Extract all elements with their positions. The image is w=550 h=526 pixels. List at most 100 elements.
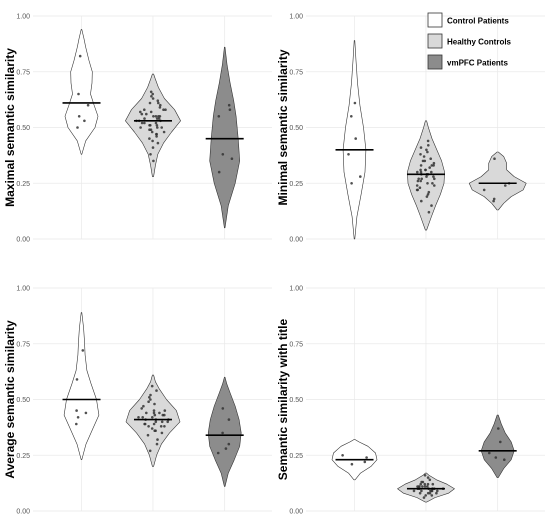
data-point [156, 438, 159, 441]
data-point [152, 159, 155, 163]
data-point [412, 489, 416, 493]
data-point [153, 402, 156, 406]
data-point [75, 378, 79, 381]
legend-label-vmpfc-patients: vmPFC Patients [447, 59, 508, 68]
y-tick-label: 0.25 [289, 453, 303, 460]
data-point [431, 182, 434, 185]
data-point [427, 210, 431, 214]
data-point [424, 494, 428, 497]
y-tick-label: 0.75 [16, 69, 30, 76]
data-point [417, 485, 421, 488]
data-point [350, 115, 353, 118]
y-tick-label: 0.50 [16, 397, 30, 404]
data-point [151, 139, 154, 143]
data-point [419, 164, 423, 167]
data-point [417, 177, 421, 181]
data-point [416, 170, 419, 174]
data-point [359, 175, 362, 178]
data-point [81, 349, 85, 352]
data-point [78, 54, 82, 58]
data-point [419, 170, 423, 174]
data-point [429, 157, 433, 160]
data-point [425, 175, 428, 178]
data-point [426, 193, 430, 196]
data-point [155, 132, 158, 136]
y-axis-label: Maximal semantic similarity [3, 48, 17, 207]
violin-vmpfc-patients [207, 376, 242, 487]
violin-control-patients [342, 40, 367, 240]
y-axis-label: Average semantic similarity [3, 320, 17, 479]
data-point [149, 124, 152, 127]
data-point [427, 144, 430, 147]
data-point [426, 139, 430, 143]
data-point [155, 117, 159, 120]
y-tick-label: 0.25 [16, 181, 30, 188]
data-point [149, 128, 153, 131]
legend-label-control-patients: Control Patients [447, 17, 509, 26]
data-point [160, 126, 163, 129]
data-point [140, 407, 143, 410]
data-point [160, 420, 164, 424]
data-point [350, 462, 354, 466]
data-point [365, 456, 368, 459]
y-axis-label: Minimal semantic similarity [276, 49, 290, 205]
data-point [156, 126, 159, 129]
data-point [430, 204, 433, 207]
data-point [433, 177, 436, 181]
data-point [141, 416, 144, 419]
data-point [76, 416, 80, 419]
data-point [432, 164, 435, 167]
legend-swatch-control-patients [427, 12, 443, 28]
data-point [423, 485, 427, 488]
data-point [147, 400, 150, 404]
data-point [157, 101, 160, 105]
data-point [420, 177, 424, 181]
panel-4: 0.00 0.25 0.50 0.75 1.00 Semantic similarity … [276, 286, 545, 516]
data-point [86, 103, 90, 107]
data-point [152, 411, 156, 415]
data-point [145, 411, 148, 415]
data-point [494, 456, 498, 459]
data-point [153, 413, 157, 417]
data-point [420, 489, 423, 493]
y-tick-label: 0.00 [289, 237, 303, 244]
y-tick-label: 0.25 [16, 453, 30, 460]
y-tick-label: 0.50 [289, 125, 303, 132]
data-point [363, 460, 367, 464]
data-point [162, 108, 165, 111]
data-point [149, 90, 153, 94]
data-point [435, 491, 438, 495]
data-point [148, 137, 151, 140]
data-point [75, 409, 78, 412]
data-point [353, 101, 357, 105]
data-point [153, 429, 156, 433]
data-point [424, 168, 427, 172]
y-tick-label: 0.00 [289, 509, 303, 516]
data-point [482, 188, 486, 192]
data-point [492, 199, 495, 203]
data-point [146, 433, 150, 437]
data-point [350, 182, 353, 185]
data-point [227, 103, 231, 107]
data-point [155, 135, 158, 138]
data-point [497, 427, 500, 430]
y-tick-label: 0.75 [289, 341, 303, 348]
data-point [230, 157, 234, 160]
data-point [419, 179, 423, 183]
data-point [492, 197, 496, 201]
data-point [151, 416, 154, 419]
panel-3: 0.00 0.25 0.50 0.75 1.00 Average semantic sim… [3, 286, 272, 516]
data-point [426, 182, 429, 185]
data-point [421, 159, 425, 163]
violin-vmpfc-patients [480, 414, 515, 478]
data-point [155, 389, 158, 392]
data-point [419, 482, 423, 486]
data-point [150, 95, 153, 98]
data-point [148, 449, 152, 453]
violin-healthy-controls [125, 73, 181, 177]
data-point [422, 496, 426, 499]
data-point [152, 409, 156, 412]
data-point [432, 161, 436, 165]
data-point [430, 170, 433, 174]
